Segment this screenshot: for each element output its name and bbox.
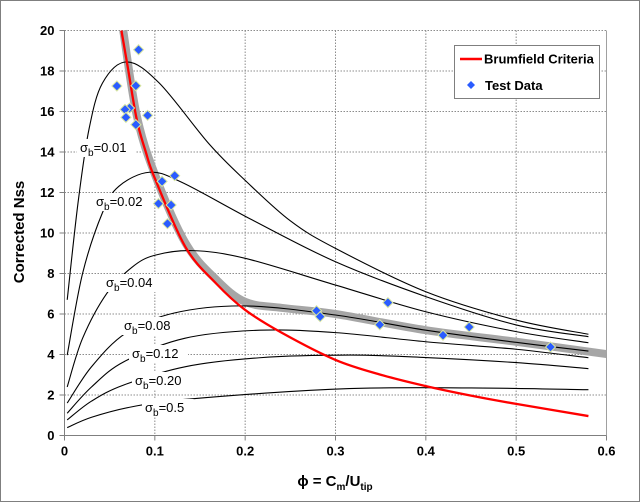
x-tick-label: 0.6 <box>597 444 615 459</box>
sigma-symbol: σ <box>124 318 132 333</box>
legend: Brumfield Criteria Test Data <box>454 45 600 99</box>
test-data-series <box>111 44 557 353</box>
sigma-label-bg <box>93 193 152 211</box>
sigma-symbol: σ <box>96 194 104 209</box>
y-tick-label: 16 <box>40 104 54 119</box>
sigma-curve <box>66 250 589 388</box>
test-data-point <box>141 109 154 122</box>
legend-label-test-data: Test Data <box>485 78 543 93</box>
test-data-point <box>463 321 475 333</box>
test-data-point <box>437 329 449 341</box>
sigma-value: =0.20 <box>149 373 182 388</box>
y-tick-label: 18 <box>40 64 54 79</box>
y-tick-label: 14 <box>40 145 55 160</box>
y-tick-label: 6 <box>47 307 54 322</box>
sigma-value: =0.02 <box>110 194 143 209</box>
y-tick-label: 4 <box>47 347 55 362</box>
y-tick-label: 0 <box>47 428 54 443</box>
sigma-label: σb=0.04 <box>106 275 153 294</box>
brumfield-line <box>120 30 589 418</box>
sigma-label: σb=0.20 <box>135 373 182 392</box>
y-tick-label: 8 <box>47 266 54 281</box>
sigma-label: σb=0.12 <box>132 346 179 365</box>
sigma-subscript: b <box>104 202 110 213</box>
tick-labels: 0 0.1 0.2 0.3 0.4 0.5 0.6 0 2 4 6 8 10 12 14 16 18 20 <box>40 23 616 459</box>
sigma-label: σb=0.5 <box>145 400 184 419</box>
test-data-point <box>156 175 168 188</box>
x-label-mid: /U <box>345 473 360 490</box>
x-tick-label: 0.2 <box>236 444 254 459</box>
sigma-labels: σb=0.01σb=0.02σb=0.04σb=0.08σb=0.12σb=0.… <box>77 139 194 419</box>
sigma-label: σb=0.01 <box>80 140 127 159</box>
test-data-point <box>165 199 177 211</box>
axes <box>59 30 607 441</box>
x-tick-label: 0 <box>61 444 68 459</box>
sigma-curve <box>66 305 589 404</box>
legend-diamond-icon <box>467 81 475 89</box>
sigma-subscript: b <box>143 381 149 392</box>
test-data-point <box>130 80 142 92</box>
test-data-point <box>161 217 174 230</box>
test-data-point <box>382 296 394 309</box>
y-tick-label: 10 <box>40 226 54 241</box>
brumfield-series <box>120 30 589 418</box>
y-tick-label: 2 <box>47 388 54 403</box>
test-data-point <box>120 111 132 124</box>
sigma-label-bg <box>77 139 136 157</box>
legend-box <box>454 45 600 99</box>
x-label-sub2: tip <box>360 482 372 493</box>
sigma-symbol: σ <box>132 346 140 361</box>
x-tick-label: 0.1 <box>146 444 164 459</box>
sigma-label: σb=0.08 <box>124 318 171 337</box>
test-data-point <box>152 197 165 210</box>
x-label-main: ϕ = C <box>297 473 336 490</box>
sigma-label-bg <box>103 274 162 292</box>
sigma-label-bg <box>132 372 191 390</box>
test-data-point <box>544 341 557 353</box>
test-data-point <box>374 319 386 331</box>
sigma-symbol: σ <box>106 275 114 290</box>
y-tick-label: 20 <box>40 23 54 38</box>
sigma-symbol: σ <box>145 400 153 415</box>
sigma-subscript: b <box>140 354 146 365</box>
sigma-curve <box>66 171 589 356</box>
x-tick-label: 0.4 <box>417 444 436 459</box>
x-tick-label: 0.3 <box>326 444 344 459</box>
y-axis-label: Corrected Nss <box>11 181 28 284</box>
sigma-label: σb=0.02 <box>96 194 143 213</box>
y-tick-label: 12 <box>40 185 54 200</box>
sigma-label-bg <box>129 345 188 363</box>
sigma-value: =0.12 <box>146 346 179 361</box>
legend-label-brumfield: Brumfield Criteria <box>484 52 595 67</box>
sigma-curves <box>66 61 589 429</box>
sigma-curve <box>66 329 589 414</box>
sigma-curve <box>66 387 589 429</box>
sigma-symbol: σ <box>80 140 88 155</box>
x-tick-label: 0.5 <box>507 444 525 459</box>
sigma-value: =0.5 <box>159 400 185 415</box>
sigma-subscript: b <box>153 408 159 419</box>
sigma-subscript: b <box>132 326 138 337</box>
sigma-value: =0.01 <box>94 140 127 155</box>
x-label-sub1: m <box>337 482 346 493</box>
test-data-point <box>130 118 142 131</box>
sigma-subscript: b <box>114 283 120 294</box>
sigma-value: =0.04 <box>120 275 153 290</box>
test-data-point <box>111 80 123 92</box>
test-data-point <box>168 169 181 182</box>
sigma-label-bg <box>142 399 194 417</box>
sigma-symbol: σ <box>135 373 143 388</box>
sigma-curve <box>66 354 589 421</box>
sigma-label-bg <box>121 317 180 335</box>
sigma-subscript: b <box>88 148 94 159</box>
test-data-point <box>132 44 145 56</box>
sigma-curve <box>66 61 589 335</box>
sigma-value: =0.08 <box>138 318 171 333</box>
x-axis-label: ϕ = Cm/Utip <box>297 473 372 493</box>
test-data-point <box>314 310 326 323</box>
